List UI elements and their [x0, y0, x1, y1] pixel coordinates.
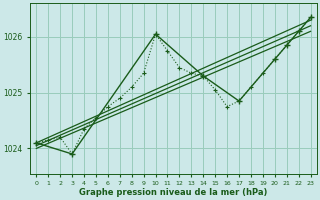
- X-axis label: Graphe pression niveau de la mer (hPa): Graphe pression niveau de la mer (hPa): [79, 188, 268, 197]
